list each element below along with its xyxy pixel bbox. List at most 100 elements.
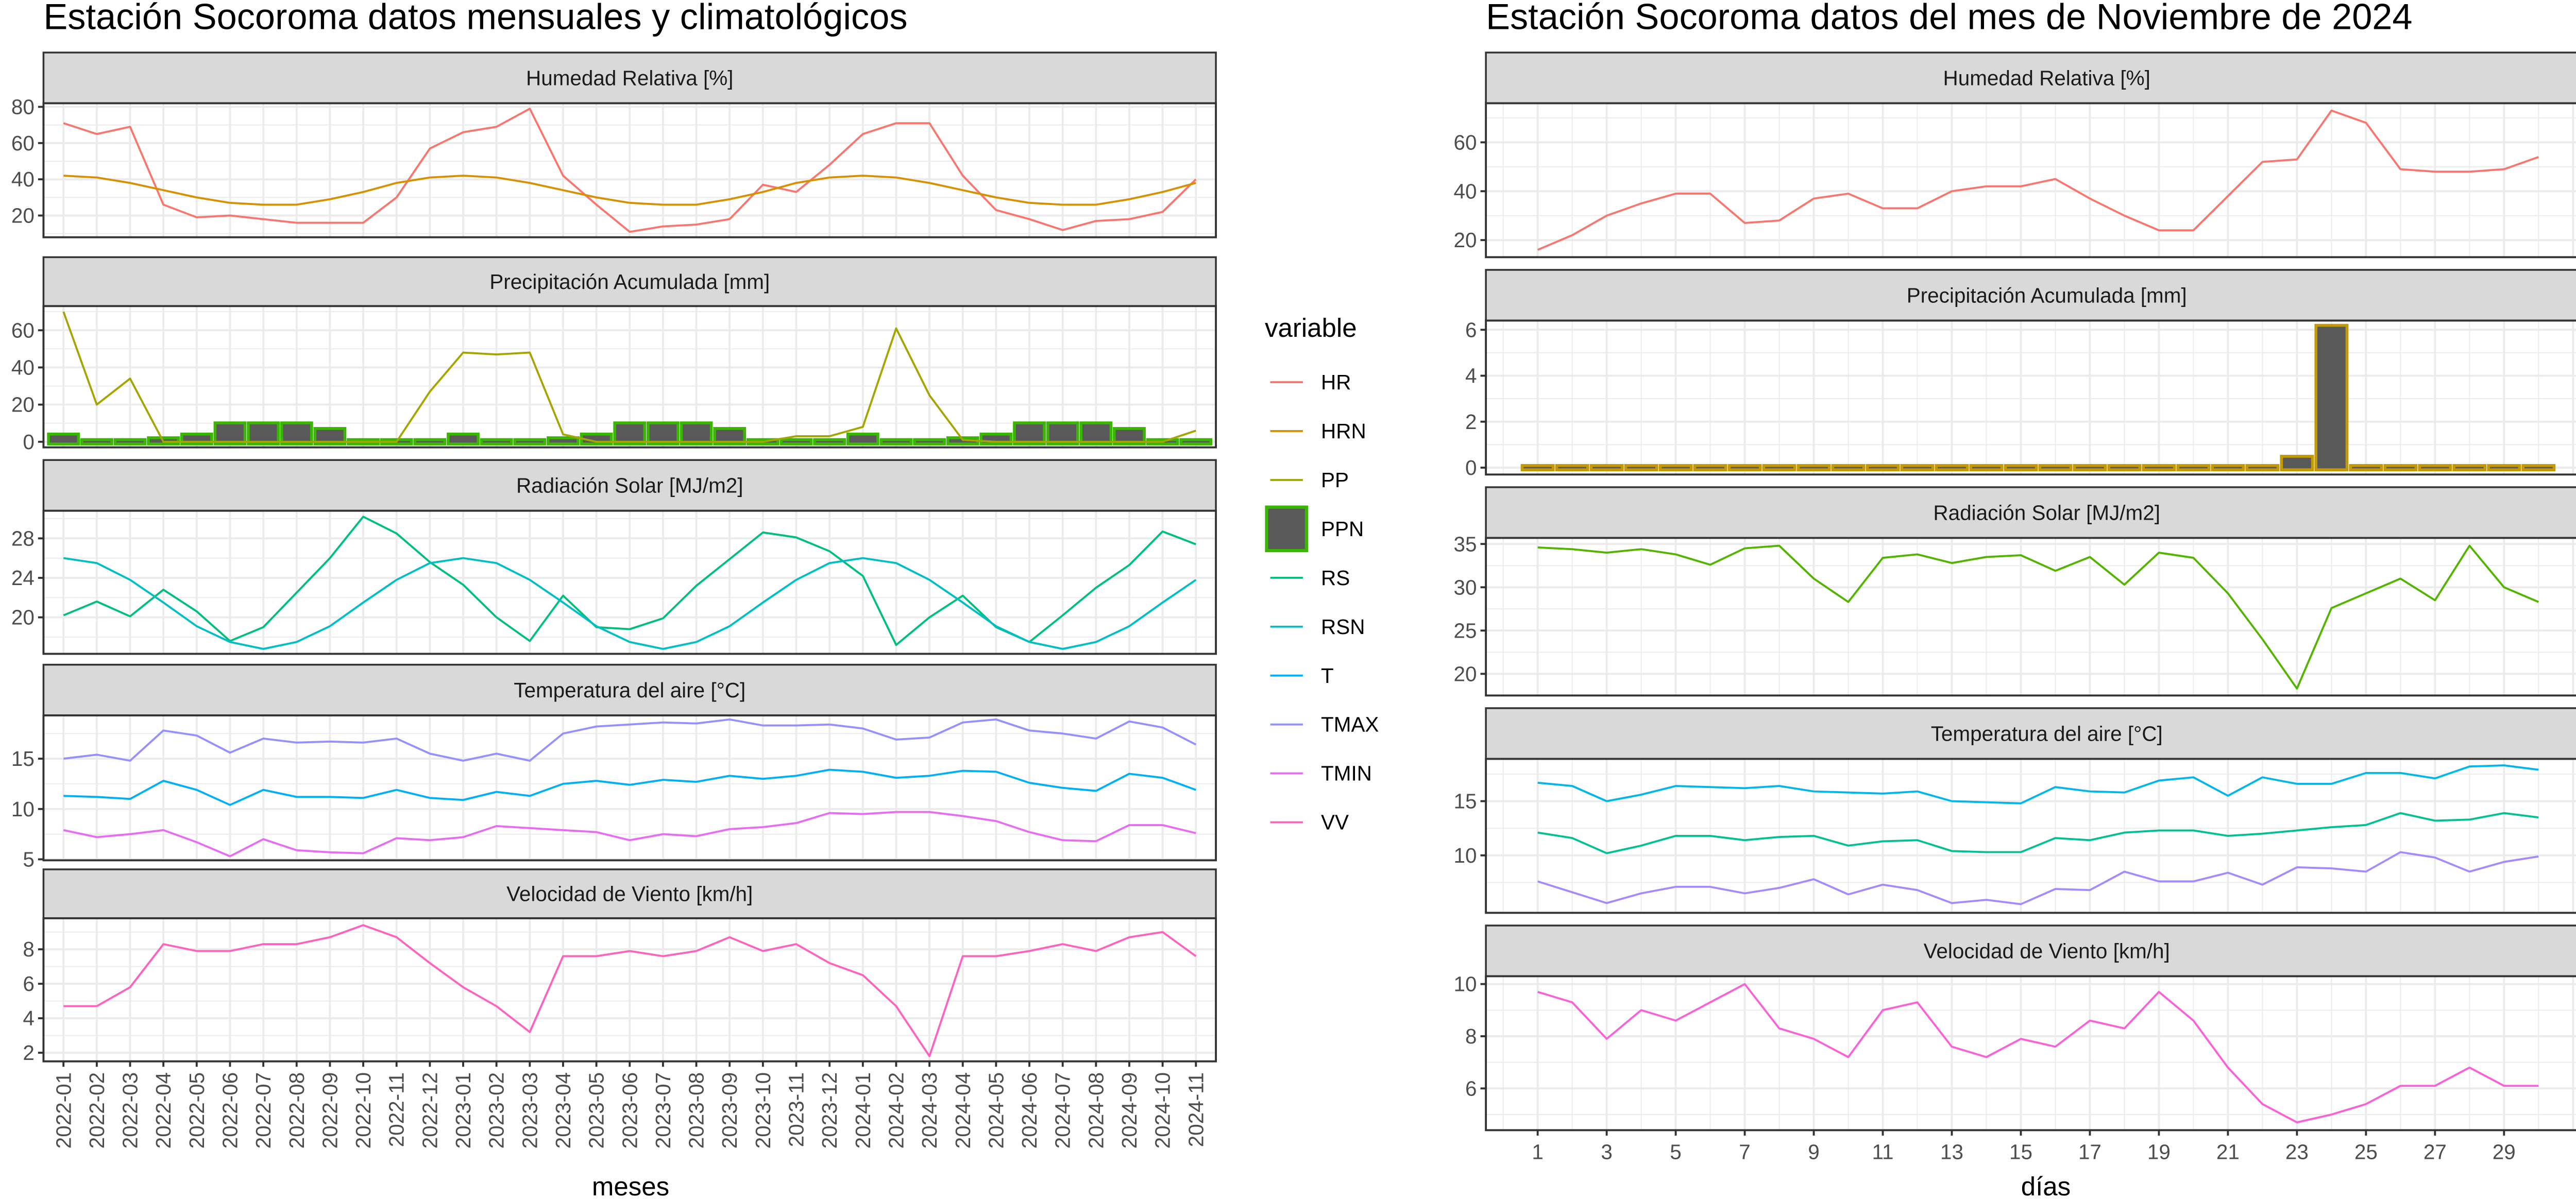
bar-ppn: [813, 438, 846, 446]
bar-ppn: [213, 421, 247, 446]
line-tmin: [63, 811, 1196, 858]
bar-pp: [1831, 464, 1866, 472]
bar-ppn: [547, 436, 580, 446]
legend-label: VV: [1321, 811, 1349, 834]
bar-pp: [1693, 464, 1727, 472]
y-tick-label: 20: [1454, 228, 1477, 252]
x-tick-label: 2024-06: [1018, 1072, 1041, 1149]
x-tick-label: 11: [1872, 1140, 1894, 1164]
legend-label: HR: [1321, 370, 1351, 394]
legend-label: RS: [1321, 566, 1350, 590]
x-tick-label: 2022-02: [85, 1072, 109, 1149]
line-t: [63, 768, 1196, 806]
facet-strip: [42, 459, 1217, 512]
facet-strip: [1485, 924, 2576, 978]
x-tick-label: 3: [1601, 1140, 1613, 1164]
plot-area: [1486, 320, 2576, 475]
legend-item: T: [1270, 664, 1334, 688]
legend-item: HRN: [1270, 419, 1366, 443]
bar-pp: [1589, 464, 1624, 472]
plot-area: [1486, 759, 2576, 913]
x-tick-label: 5: [1670, 1140, 1682, 1164]
x-tick-label: 25: [2354, 1140, 2378, 1164]
x-tick-label: 2022-01: [52, 1072, 75, 1149]
bar-ppn: [779, 438, 813, 446]
x-tick-label: 9: [1808, 1140, 1820, 1164]
y-tick-label: 60: [11, 318, 35, 342]
bar-pp: [1900, 464, 1935, 472]
bar-pp: [2073, 464, 2107, 472]
panel-border: [1485, 975, 2576, 1132]
line-rs: [1537, 544, 2539, 690]
x-tick-label: 2024-07: [1051, 1072, 1075, 1149]
x-tick-label: 2023-03: [518, 1072, 541, 1149]
y-tick-label: 40: [11, 355, 35, 379]
bar-ppn: [47, 432, 80, 446]
bar-pp: [1797, 464, 1831, 472]
facet-strip-label: Radiación Solar [MJ/m2]: [1933, 501, 2160, 524]
x-tick-label: 15: [2009, 1140, 2032, 1164]
bar-pp: [2383, 464, 2418, 472]
bar-pp: [1555, 464, 1589, 472]
line-pp: [62, 311, 1196, 443]
bar-ppn: [613, 421, 647, 446]
panel-border: [42, 714, 1217, 862]
facet-strip-label: Humedad Relativa [%]: [1943, 66, 2150, 90]
y-tick-label: 10: [1454, 844, 1477, 867]
facet-strip-label: Humedad Relativa [%]: [526, 66, 733, 90]
x-tick-label: 2024-09: [1117, 1072, 1141, 1149]
x-tick-label: 2024-08: [1084, 1072, 1108, 1149]
line-hrn: [63, 175, 1196, 206]
y-tick-label: 5: [23, 848, 35, 871]
x-axis-title: meses: [592, 1172, 669, 1199]
y-tick-label: 8: [1465, 1024, 1477, 1048]
legend-label: RSN: [1321, 615, 1365, 639]
facet-strip: [42, 52, 1217, 105]
bar-ppn: [1013, 421, 1046, 446]
bar-ppn: [280, 421, 313, 446]
y-tick-label: 2: [23, 1041, 35, 1065]
legend-label: T: [1321, 664, 1334, 688]
y-tick-label: 20: [1454, 662, 1477, 686]
x-tick-label: 7: [1739, 1140, 1751, 1164]
bar-pp: [2314, 323, 2349, 472]
bar-pp: [2245, 464, 2280, 472]
facet-panel: Precipitación Acumulada [mm] 0 20 40 60: [11, 256, 1217, 454]
legend-label: TMAX: [1321, 713, 1379, 736]
bar-ppn: [447, 432, 480, 446]
plot-area: [1486, 103, 2576, 258]
x-tick-label: 2024-10: [1151, 1072, 1175, 1149]
bar-pp: [1520, 464, 1555, 472]
y-tick-label: 6: [23, 972, 35, 996]
bar-pp: [2521, 464, 2556, 472]
facet-panel: Temperatura del aire [°C] 10 15: [1454, 707, 2576, 914]
x-tick-label: 2023-12: [818, 1072, 841, 1149]
x-tick-label: 2022-06: [218, 1072, 242, 1149]
y-tick-label: 40: [1454, 179, 1477, 203]
x-tick-label: 2022-11: [385, 1072, 409, 1147]
y-tick-label: 24: [11, 566, 35, 590]
x-tick-label: 2024-03: [918, 1072, 941, 1149]
bar-ppn: [646, 421, 680, 446]
legend-item: RSN: [1270, 615, 1365, 639]
line-tmax: [63, 718, 1197, 762]
x-tick-label: 27: [2424, 1140, 2447, 1164]
y-tick-label: 20: [11, 393, 35, 417]
x-tick-label: 2024-11: [1184, 1072, 1208, 1147]
line-tmin: [1537, 851, 2539, 905]
x-tick-label: 2023-02: [485, 1072, 509, 1149]
bar-pp: [2349, 464, 2383, 472]
line-vv: [1537, 983, 2539, 1124]
x-tick-label: 2022-04: [151, 1072, 175, 1149]
bar-pp: [2211, 464, 2245, 472]
y-tick-label: 30: [1454, 575, 1477, 599]
bar-pp: [1624, 464, 1658, 472]
bar-pp: [2487, 464, 2521, 472]
bar-ppn: [1079, 421, 1113, 446]
panel-border: [42, 305, 1217, 449]
y-tick-label: 10: [1454, 972, 1477, 996]
y-tick-label: 40: [11, 167, 35, 191]
line-hr: [63, 108, 1197, 233]
